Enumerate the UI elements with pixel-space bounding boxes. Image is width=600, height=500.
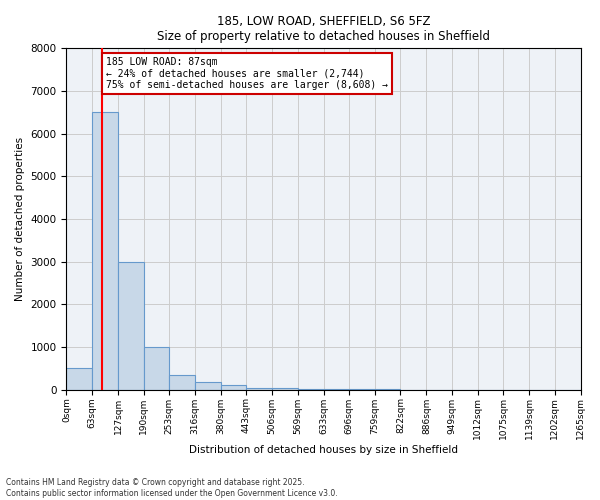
Title: 185, LOW ROAD, SHEFFIELD, S6 5FZ
Size of property relative to detached houses in: 185, LOW ROAD, SHEFFIELD, S6 5FZ Size of… <box>157 15 490 43</box>
Bar <box>118 262 143 390</box>
Bar <box>272 388 298 390</box>
Bar <box>67 368 92 390</box>
Bar <box>221 386 247 390</box>
X-axis label: Distribution of detached houses by size in Sheffield: Distribution of detached houses by size … <box>189 445 458 455</box>
Bar <box>247 388 272 390</box>
Bar <box>169 374 195 390</box>
Bar <box>92 112 118 390</box>
Bar <box>298 389 323 390</box>
Text: 185 LOW ROAD: 87sqm
← 24% of detached houses are smaller (2,744)
75% of semi-det: 185 LOW ROAD: 87sqm ← 24% of detached ho… <box>106 57 388 90</box>
Bar <box>195 382 221 390</box>
Text: Contains HM Land Registry data © Crown copyright and database right 2025.
Contai: Contains HM Land Registry data © Crown c… <box>6 478 338 498</box>
Y-axis label: Number of detached properties: Number of detached properties <box>15 137 25 301</box>
Bar <box>143 347 169 390</box>
